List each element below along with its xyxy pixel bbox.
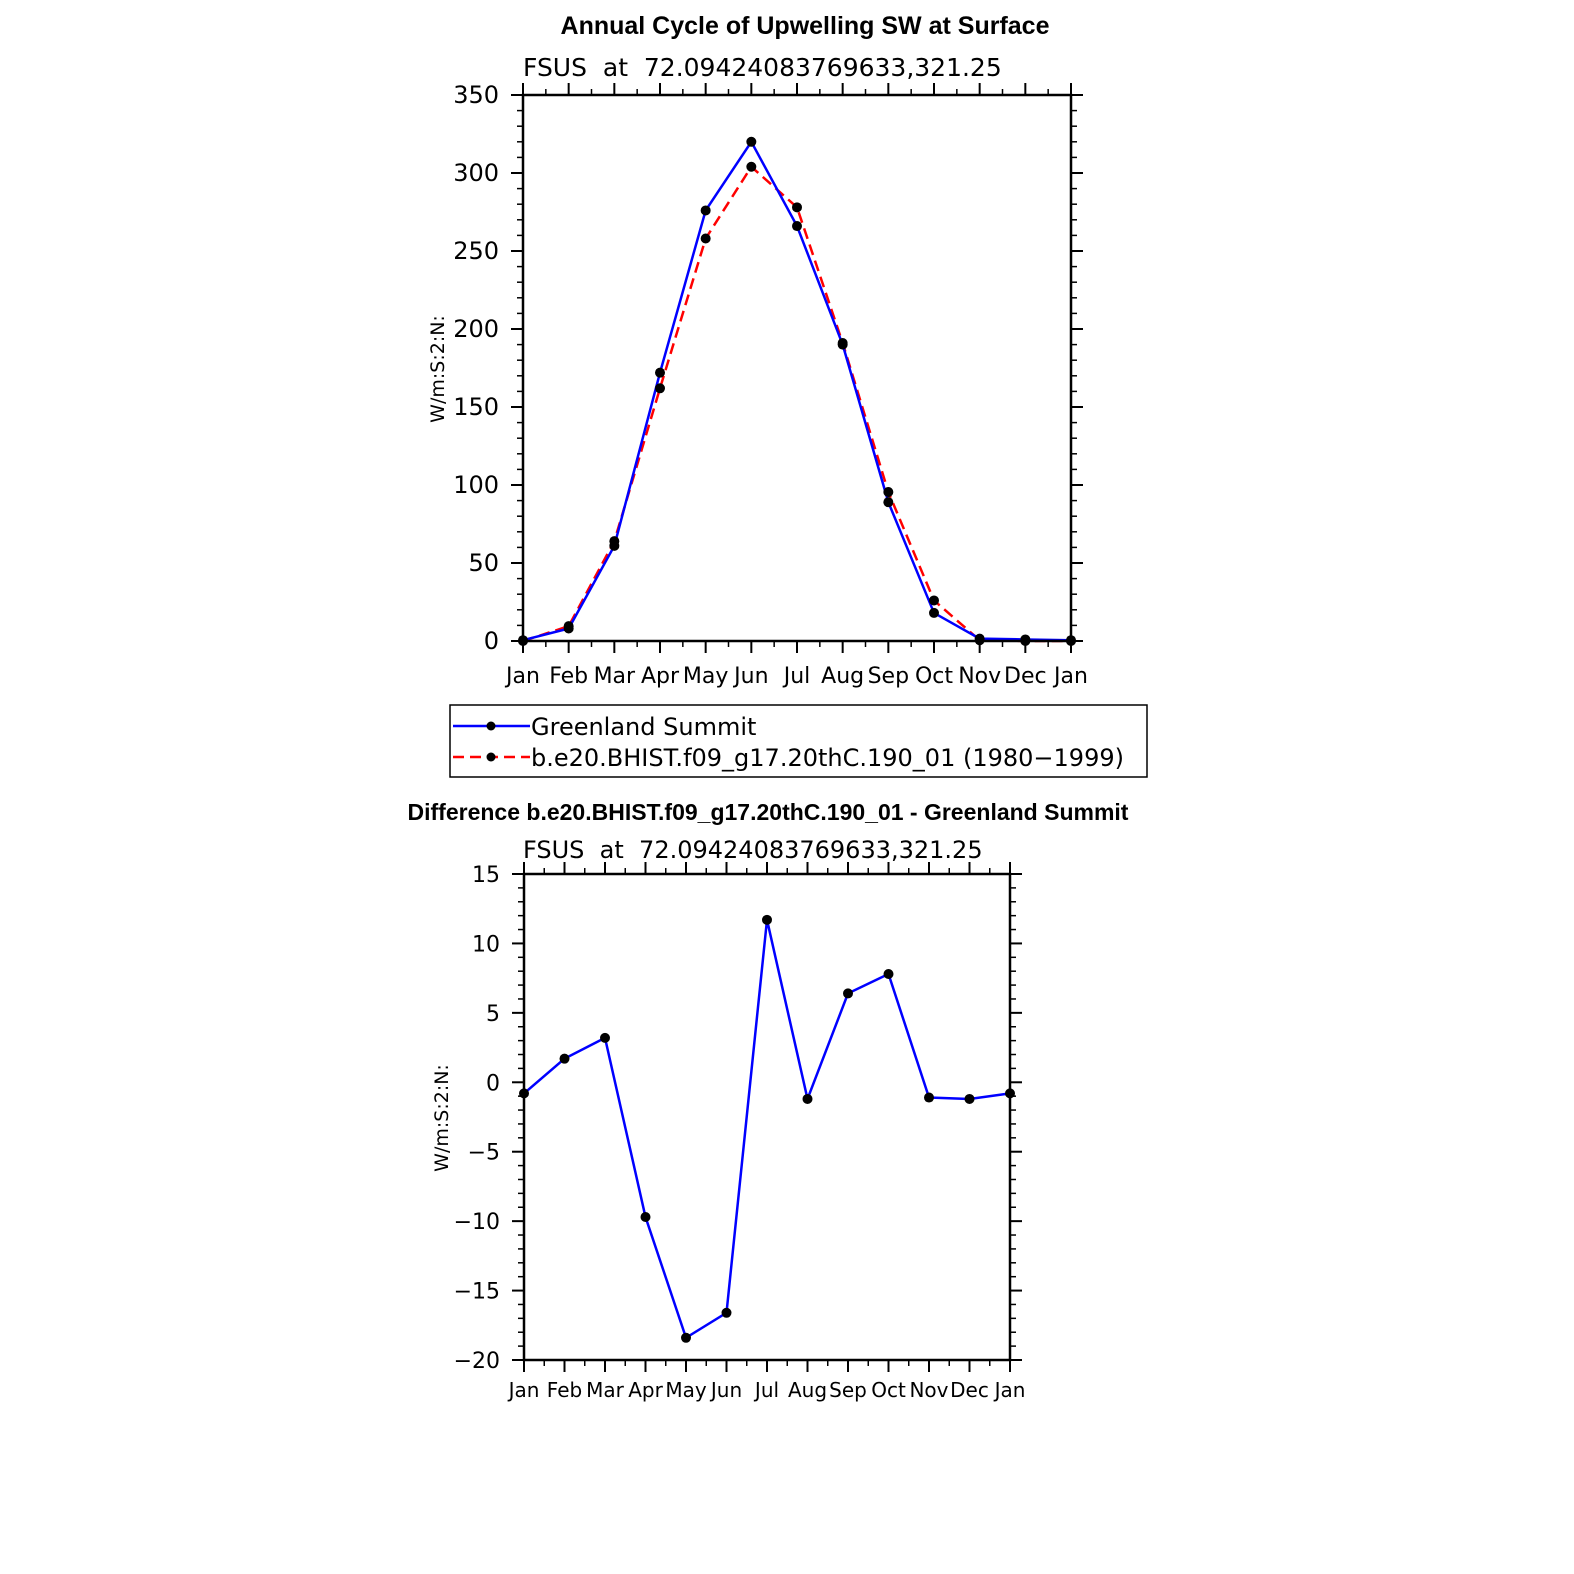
legend-marker-greenland-summit: [486, 721, 496, 731]
annual-cycle-chart: Annual Cycle of Upwelling SW at Surface …: [427, 12, 1148, 778]
chart2-series-0-point: [681, 1332, 691, 1343]
chart1-series-1-point: [700, 233, 711, 244]
chart1-series-1-point: [837, 338, 848, 349]
chart1-series-0-point: [792, 221, 802, 232]
chart2-xtick-label: Aug: [788, 1378, 827, 1402]
chart2-xtick-label: Dec: [950, 1378, 989, 1402]
legend-label-greenland-summit: Greenland Summit: [531, 713, 756, 741]
chart1-ytick-label: 200: [453, 315, 499, 343]
chart2-series-0-point: [843, 988, 853, 999]
chart2-plot-frame: [522, 872, 1012, 1362]
chart1-plot-frame: [521, 93, 1073, 643]
chart1-xtick-label: Nov: [958, 664, 1001, 689]
chart1-xtick-label: Feb: [549, 664, 588, 689]
chart1-xtick-label: Sep: [868, 664, 909, 689]
chart2-xtick-label: Jul: [753, 1378, 779, 1402]
chart2-ytick-label: −10: [454, 1210, 500, 1235]
chart2-xtick-label: Apr: [628, 1378, 663, 1402]
chart2-xtick-label: Jun: [709, 1378, 742, 1402]
legend-marker-model: [486, 752, 496, 762]
chart1-series-1-point: [563, 621, 574, 632]
chart1-xtick-label: May: [683, 664, 728, 689]
chart2-xtick-label: Oct: [871, 1378, 906, 1402]
chart2-series-0-point: [600, 1032, 610, 1043]
chart2-ytick-label: 5: [486, 1002, 500, 1027]
chart1-series-1-point: [746, 161, 757, 172]
chart1-y-axis-label: W/m:S:2:N:: [427, 315, 449, 423]
chart1-series-0-point: [929, 607, 939, 618]
chart1-ytick-label: 100: [453, 471, 499, 499]
chart1-xtick-label: Oct: [915, 664, 953, 689]
legend-label-model: b.e20.BHIST.f09_g17.20thC.190_01 (1980−1…: [531, 744, 1124, 772]
chart1-xtick-label: Mar: [594, 664, 636, 689]
chart1-xtick-label: Jul: [782, 664, 811, 689]
chart2-ytick-label: 10: [472, 932, 500, 957]
chart2-xtick-label: Nov: [909, 1378, 948, 1402]
chart2-series-0-point: [640, 1211, 651, 1222]
chart2-xtick-label: Jan: [507, 1378, 540, 1402]
chart1-subtitle: FSUS at 72.09424083769633,321.25: [523, 53, 1002, 82]
chart1-title: Annual Cycle of Upwelling SW at Surface: [561, 12, 1050, 40]
chart2-xtick-label: Mar: [586, 1378, 625, 1402]
chart1-xtick-label: Apr: [641, 664, 680, 689]
chart1-series-line-0: [522, 139, 1072, 642]
chart2-title: Difference b.e20.BHIST.f09_g17.20thC.190…: [408, 799, 1129, 825]
legend-box: [449, 704, 1148, 778]
chart1-series-0-point: [655, 367, 665, 378]
chart1-series-1-point: [929, 595, 939, 606]
chart1-legend: Greenland Summit b.e20.BHIST.f09_g17.20t…: [449, 704, 1148, 778]
chart1-series-line-1: [522, 164, 1071, 643]
chart2-ytick-label: −5: [468, 1141, 500, 1166]
chart1-ticks: Jan Feb Mar Apr May Jun Jul Aug Sep Oct Nov Dec Jan0…: [453, 81, 1088, 689]
chart2-y-axis-label: W/m:S:2:N:: [431, 1064, 453, 1172]
chart2-series-0-point: [762, 914, 772, 925]
chart2-series-line-0: [523, 919, 1011, 1340]
chart1-xtick-label: Jan: [504, 664, 540, 689]
chart2-xtick-label: Feb: [547, 1378, 582, 1402]
chart1-ytick-label: 50: [468, 549, 499, 577]
chart2-series-0-point: [964, 1093, 975, 1104]
chart2-series-0-point: [883, 968, 894, 979]
chart1-series-0-point: [700, 205, 711, 216]
chart1-ytick-label: 150: [453, 393, 499, 421]
chart1-xtick-label: Jan: [1052, 664, 1088, 689]
chart2-xtick-label: Jan: [993, 1378, 1026, 1402]
chart1-ytick-label: 300: [453, 159, 499, 187]
chart2-subtitle: FSUS at 72.09424083769633,321.25: [523, 836, 983, 864]
chart1-series-1-point: [792, 202, 802, 213]
chart1-xtick-label: Jun: [732, 664, 768, 689]
chart1-ytick-label: 250: [453, 237, 499, 265]
chart1-series-1-point: [883, 487, 894, 498]
chart2-ytick-label: −15: [454, 1280, 500, 1305]
chart1-series-1-point: [609, 536, 620, 547]
chart1-ytick-label: 350: [453, 81, 499, 109]
chart1-xtick-label: Dec: [1004, 664, 1047, 689]
chart2-series-0-point: [924, 1092, 934, 1103]
chart1-ytick-label: 0: [484, 627, 499, 655]
chart2-series-0-point: [802, 1093, 813, 1104]
chart2-ytick-label: −20: [454, 1349, 500, 1374]
chart2-ytick-label: 0: [486, 1071, 500, 1096]
chart1-series-0-point: [746, 136, 757, 147]
chart2-series-0-point: [559, 1053, 570, 1064]
chart2-plot: [519, 914, 1015, 1343]
chart1-series-0-point: [883, 497, 894, 508]
chart1-series-1-point: [655, 383, 665, 394]
chart2-ytick-label: 15: [472, 863, 500, 888]
chart1-xtick-label: Aug: [821, 664, 864, 689]
chart2-xtick-label: Sep: [829, 1378, 867, 1402]
chart2-series-0-point: [721, 1307, 732, 1318]
difference-chart: Difference b.e20.BHIST.f09_g17.20thC.190…: [408, 799, 1129, 1402]
chart1-plot: [518, 136, 1076, 646]
chart2-ticks: Jan Feb Mar Apr May Jun Jul Aug Sep Oct Nov Dec Jan−…: [454, 862, 1026, 1402]
chart2-xtick-label: May: [665, 1378, 707, 1402]
